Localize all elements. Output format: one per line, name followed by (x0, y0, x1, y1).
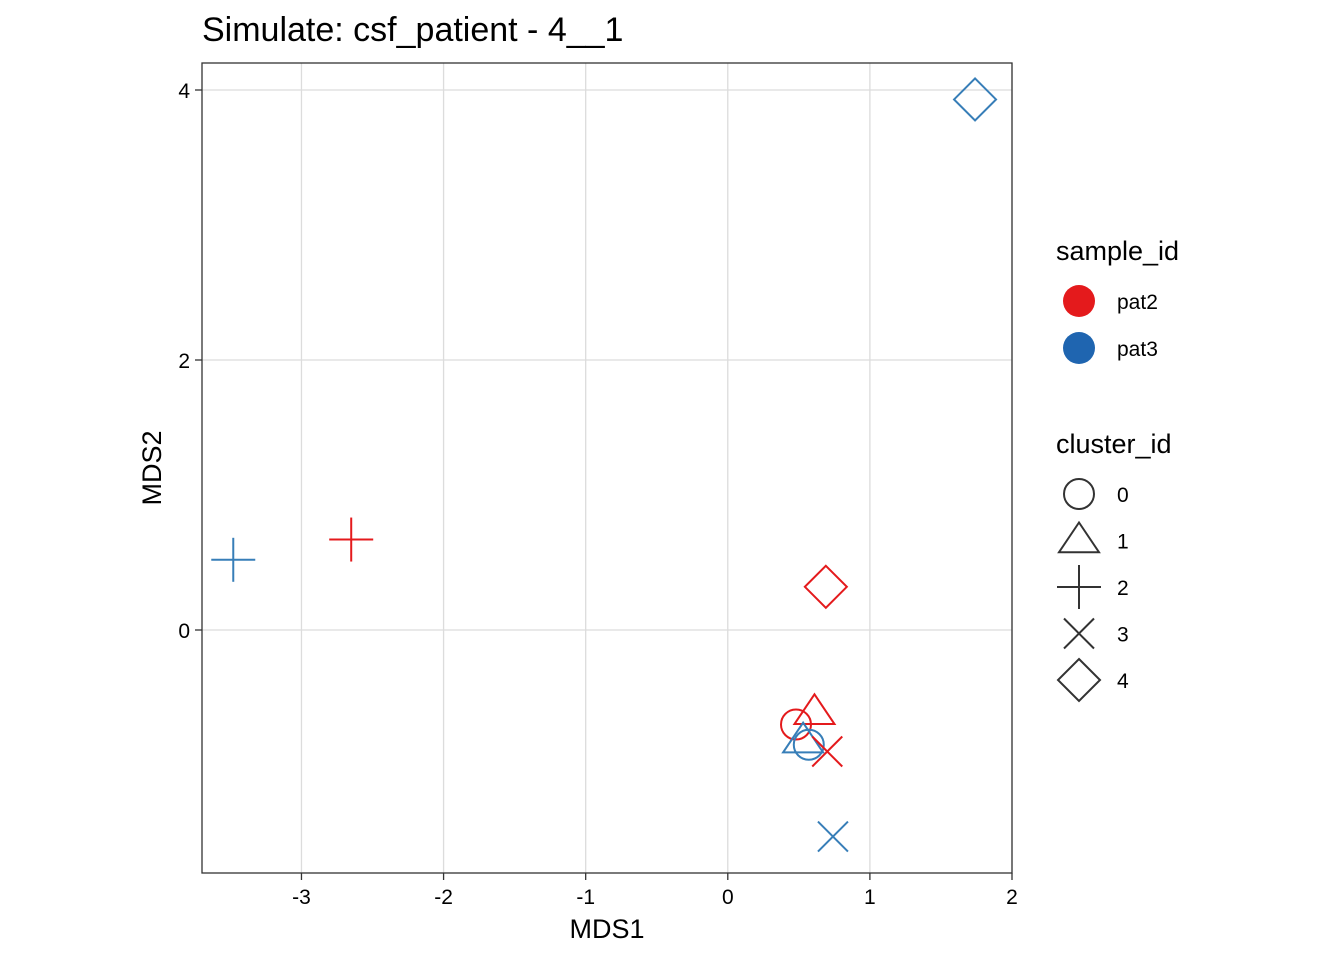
x-tick-label: 2 (1006, 886, 1018, 909)
point-pat2-cluster-0 (780, 708, 812, 741)
point-pat2-cluster-4 (803, 564, 849, 610)
point-pat2-cluster-1 (792, 692, 837, 726)
point-pat2-cluster-2 (329, 517, 374, 562)
legend: sample_id pat2 pat3 cluster_id 0 1 2 3 4 (1056, 236, 1179, 703)
x-tick-label: 1 (864, 886, 876, 909)
y-axis-title: MDS2 (137, 430, 167, 505)
x-axis-title: MDS1 (569, 914, 644, 944)
legend-label-pat2: pat2 (1117, 291, 1158, 314)
point-pat3-cluster-3 (817, 820, 849, 853)
data-points (211, 77, 998, 853)
x-tick-label: -2 (434, 886, 453, 909)
legend-title-sample-id: sample_id (1056, 236, 1179, 266)
legend-key-cluster-0 (1063, 478, 1095, 510)
legend-key-cluster-2 (1057, 565, 1101, 609)
legend-key-cluster-3 (1063, 617, 1095, 650)
legend-label-cluster-4: 4 (1117, 670, 1129, 693)
legend-label-cluster-1: 1 (1117, 531, 1129, 554)
point-pat3-cluster-0 (792, 728, 825, 761)
point-pat2-cluster-3 (811, 735, 843, 768)
chart-title: Simulate: csf_patient - 4__1 (202, 11, 623, 49)
point-pat3-cluster-4 (952, 77, 998, 122)
legend-key-cluster-1 (1057, 520, 1101, 554)
x-tick-label: 0 (722, 886, 734, 909)
legend-label-cluster-0: 0 (1117, 484, 1129, 507)
y-tick-label: 0 (178, 620, 190, 643)
point-pat3-cluster-2 (211, 537, 256, 582)
grid-lines (202, 63, 1013, 873)
plot-panel-border (201, 62, 1013, 874)
legend-key-pat3 (1063, 332, 1095, 364)
legend-title-cluster-id: cluster_id (1056, 429, 1172, 459)
legend-label-cluster-3: 3 (1117, 624, 1129, 647)
y-tick-label: 4 (178, 80, 190, 103)
legend-key-cluster-4 (1056, 657, 1102, 703)
legend-label-cluster-2: 2 (1117, 577, 1129, 600)
axis-ticks: -3 -2 -1 0 1 2 0 2 4 (178, 80, 1018, 909)
x-tick-label: -3 (292, 886, 311, 909)
y-tick-label: 2 (178, 350, 190, 373)
legend-label-pat3: pat3 (1117, 338, 1158, 361)
legend-key-pat2 (1063, 285, 1095, 317)
x-tick-label: -1 (576, 886, 595, 909)
